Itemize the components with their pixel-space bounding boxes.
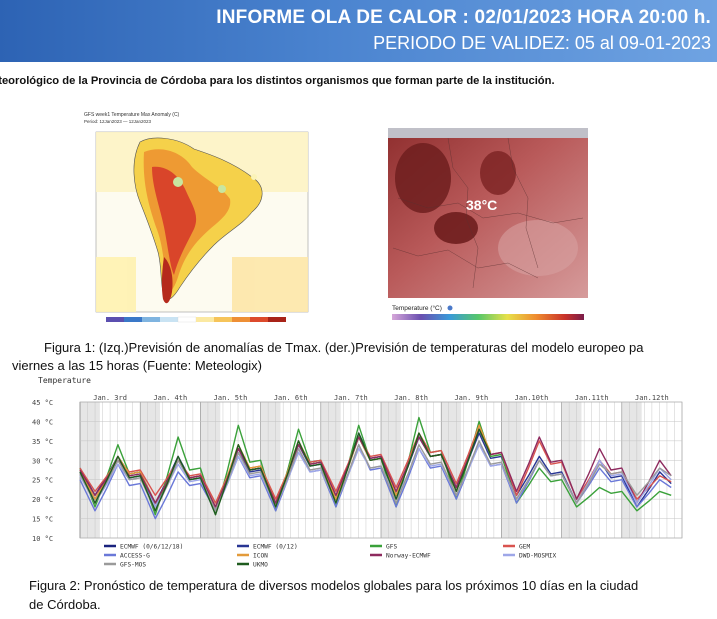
figure1-caption-line2: viernes a las 15 horas (Fuente: Meteolog… — [12, 358, 263, 373]
y-tick-label: 10 °C — [32, 535, 53, 543]
legend-label: ICON — [253, 553, 268, 560]
chart-title: Temperature — [38, 376, 91, 385]
legend-label: UKMO — [253, 562, 268, 569]
validity-period: PERIODO DE VALIDEZ: 05 al 09-01-2023 — [373, 33, 711, 53]
day-label: Jan. 4th — [153, 394, 187, 402]
day-label: Jan. 5th — [214, 394, 248, 402]
series-line-gfs — [79, 416, 672, 516]
night-band — [140, 402, 161, 538]
figure1-caption-line1: Figura 1: (Izq.)Previsión de anomalías d… — [44, 340, 644, 355]
legend-label: Norway-ECMWF — [386, 553, 431, 560]
night-band — [621, 402, 642, 538]
night-band — [200, 402, 221, 538]
temperature-colorbar — [392, 314, 584, 320]
day-label: Jan. 3rd — [93, 394, 127, 402]
intro-text: eteorológico de la Provincia de Córdoba … — [0, 75, 555, 87]
y-tick-label: 30 °C — [32, 457, 53, 465]
anomaly-map-graphic: GFS week1 Temperature Max Anomaly (C) Pe… — [84, 112, 309, 323]
temperature-meteogram: Temperature 10 °C 15 °C 20 °C 25 °C 30 °C 35 … — [32, 376, 683, 569]
ecmwf-temperature-map: 38°C Temperature (°C) — [388, 128, 588, 333]
figure2-caption-line2: de Córdoba. — [29, 597, 101, 612]
temperature-legend-title: Temperature (°C) — [392, 304, 442, 312]
y-tick-label: 25 °C — [32, 477, 53, 485]
day-label: Jan.10th — [515, 394, 549, 402]
legend-label: GFS — [386, 544, 397, 551]
anomaly-map-period: Period: 12Jan2023 — 12Jan2023 — [84, 119, 152, 124]
legend-label: GFS-MOS — [120, 562, 146, 569]
night-band — [80, 402, 100, 538]
day-label: Jan. 9th — [454, 394, 488, 402]
temperature-callout: 38°C — [466, 197, 497, 213]
temperature-map-graphic: 38°C Temperature (°C) — [388, 128, 588, 333]
y-tick-label: 45 °C — [32, 399, 53, 407]
y-tick-label: 20 °C — [32, 496, 53, 504]
gfs-anomaly-map: GFS week1 Temperature Max Anomaly (C) Pe… — [82, 107, 312, 329]
y-tick-label: 15 °C — [32, 516, 53, 524]
series-line-ukmo — [79, 428, 492, 516]
day-label: Jan.12th — [635, 394, 669, 402]
legend-label: DWD-MOSMIX — [519, 553, 557, 560]
series-line-gfs-mos — [79, 440, 672, 512]
day-label: Jan. 6th — [274, 394, 308, 402]
info-icon — [447, 305, 453, 311]
anomaly-map-title: GFS week1 Temperature Max Anomaly (C) — [84, 112, 180, 118]
legend-label: ECMWF (0/12) — [253, 544, 298, 551]
report-header-banner: INFORME OLA DE CALOR : 02/01/2023 HORA 2… — [0, 0, 717, 62]
legend-label: ACCESS-G — [120, 553, 150, 560]
legend-label: GEM — [519, 544, 530, 551]
y-tick-label: 40 °C — [32, 418, 53, 426]
anomaly-colorbar — [106, 316, 286, 323]
y-tick-label: 35 °C — [32, 438, 53, 446]
day-label: Jan. 7th — [334, 394, 368, 402]
day-label: Jan. 8th — [394, 394, 428, 402]
report-title: INFORME OLA DE CALOR : 02/01/2023 HORA 2… — [216, 7, 711, 28]
day-label: Jan.11th — [575, 394, 609, 402]
legend-label: ECMWF (0/6/12/18) — [120, 544, 183, 551]
figure2-caption-line1: Figura 2: Pronóstico de temperatura de d… — [29, 578, 639, 593]
